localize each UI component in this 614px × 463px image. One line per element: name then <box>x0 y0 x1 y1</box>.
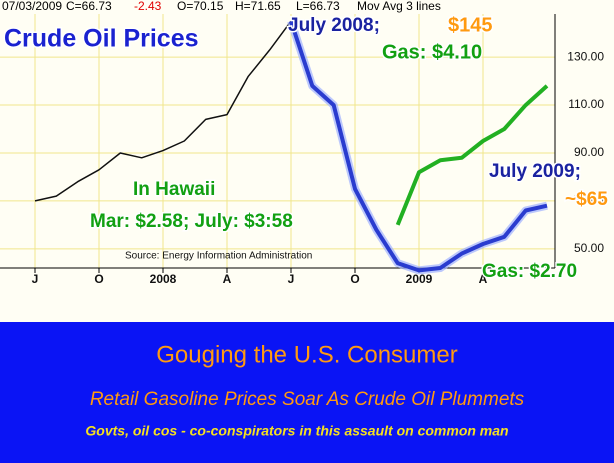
line-series <box>34 20 292 202</box>
header-field: Mov Avg 3 lines <box>357 0 441 13</box>
header-field: L=66.73 <box>296 0 340 13</box>
annotation: ~$65 <box>565 189 608 210</box>
annotation: Gas: $2.70 <box>482 261 577 282</box>
y-tick-label: 130.00 <box>567 49 604 63</box>
banner-subhead: Retail Gasoline Prices Soar As Crude Oil… <box>90 389 525 410</box>
banner-background <box>0 322 614 463</box>
x-tick-label: A <box>479 272 488 286</box>
annotation: Mar: $2.58; July: $3:58 <box>90 211 293 232</box>
line-series <box>395 84 549 226</box>
x-tick-label: 2008 <box>150 272 177 286</box>
y-tick-label: 90.00 <box>574 145 604 159</box>
annotation: Gas: $4.10 <box>382 41 482 63</box>
x-tick-label: 2009 <box>406 272 433 286</box>
annotation: July 2008; <box>288 15 380 36</box>
banner-note: Govts, oil cos - co-conspirators in this… <box>85 423 508 439</box>
x-tick-label: J <box>32 272 39 286</box>
x-tick-label: O <box>94 272 103 286</box>
header-field: 07/03/2009 <box>2 0 62 13</box>
y-tick-label: 70.00 <box>574 193 604 207</box>
header-field: H=71.65 <box>235 0 281 13</box>
annotation: $145 <box>448 14 493 36</box>
banner-headline: Gouging the U.S. Consumer <box>156 341 458 368</box>
annotation: Source: Energy Information Administratio… <box>125 251 312 262</box>
x-tick-label: A <box>223 272 232 286</box>
x-tick-label: J <box>288 272 295 286</box>
annotation: July 2009; <box>489 161 581 182</box>
y-tick-label: 110.00 <box>568 97 604 111</box>
x-tick-label: O <box>350 272 359 286</box>
header-field: -2.43 <box>134 0 162 13</box>
header-field: O=70.15 <box>177 0 224 13</box>
header-field: C=66.73 <box>66 0 112 13</box>
annotation: In Hawaii <box>133 179 215 200</box>
chart-title: Crude Oil Prices <box>4 25 199 53</box>
line-series <box>289 20 548 273</box>
y-tick-label: 50.00 <box>574 241 604 255</box>
